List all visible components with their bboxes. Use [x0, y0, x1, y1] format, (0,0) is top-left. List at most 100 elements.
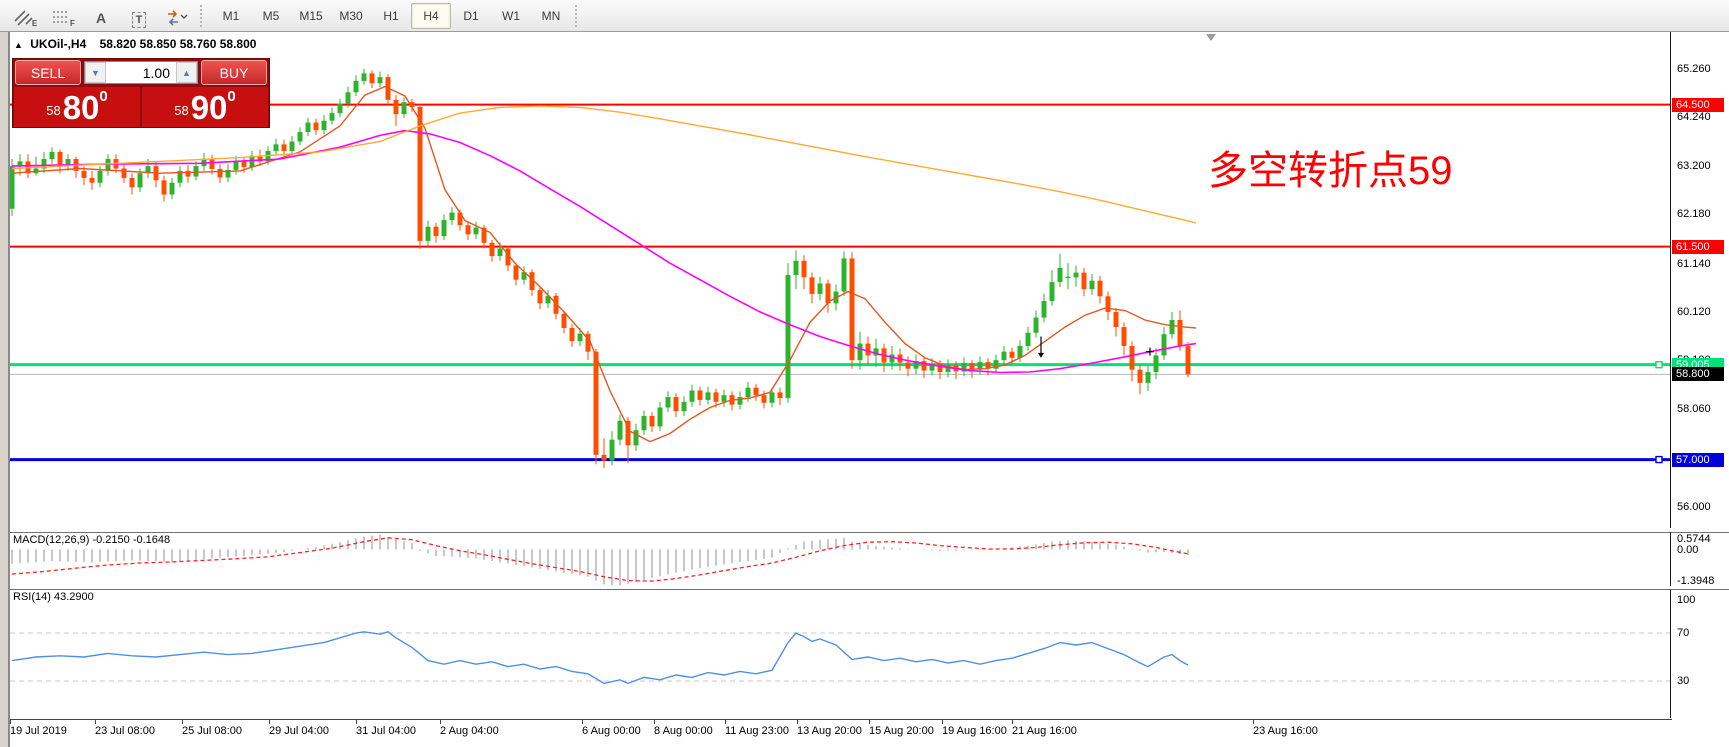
timeframe-button-D1[interactable]: D1	[463, 8, 479, 23]
candle-body	[849, 258, 855, 361]
date-axis[interactable]: 19 Jul 2019 23 Jul 08:00 25 Jul 08:00 29 Ju…	[10, 719, 1672, 744]
candle-body	[81, 170, 87, 178]
candle-body	[905, 362, 911, 369]
text-label-tool-icon[interactable]: T	[120, 3, 158, 29]
candle-body	[1169, 319, 1175, 335]
rsi-tick-30: 30	[1677, 675, 1690, 687]
candle-body	[673, 397, 679, 412]
candle-body	[865, 343, 871, 356]
candle-body	[617, 420, 623, 440]
candle-body	[129, 177, 135, 188]
chart-text-annotation[interactable]: 多空转折点59	[1208, 149, 1453, 193]
date-label: 19 Aug 16:00	[942, 725, 1007, 737]
rsi-canvas[interactable]	[10, 590, 1672, 719]
rsi-indicator-panel[interactable]: RSI(14) 43.2900	[10, 589, 1672, 719]
candle-body	[1057, 267, 1063, 283]
candle-body	[97, 170, 103, 183]
candle-body	[513, 265, 519, 280]
date-label: 21 Aug 16:00	[1012, 725, 1077, 737]
moving-average-slow	[11, 105, 1197, 224]
price-tick-61.140: 61.140	[1677, 257, 1711, 270]
channel-lines-icon	[14, 9, 33, 26]
arrows-tool-icon[interactable]	[158, 3, 196, 29]
candle-body	[705, 392, 711, 400]
candle-body	[737, 397, 743, 405]
date-tick-mark	[95, 720, 96, 724]
line-handle[interactable]	[1655, 455, 1663, 464]
candle-body	[409, 102, 415, 107]
timeframe-button-W1[interactable]: W1	[502, 8, 520, 23]
letter-t-boxed-icon: T	[131, 11, 147, 28]
main-chart-canvas[interactable]	[10, 32, 1672, 528]
trade-prices-row: 58 80 0 58 90 0	[13, 86, 269, 128]
buy-price-pip: 0	[227, 88, 236, 105]
candle-body	[297, 132, 303, 142]
candle-body	[1073, 272, 1079, 278]
candle-body	[1089, 280, 1095, 290]
macd-indicator-panel[interactable]: MACD(12,26,9) -0.2150 -0.1648	[10, 532, 1672, 587]
candle-body	[217, 168, 223, 178]
date-label: 19 Jul 2019	[10, 725, 67, 737]
line-handle[interactable]	[1655, 360, 1663, 369]
candle-body	[441, 220, 447, 237]
timeframe-button-H4[interactable]: H4	[411, 2, 451, 29]
candle-body	[1033, 317, 1039, 333]
chart-window: ▲ UKOil-,H4 58.820 58.850 58.760 58.800 …	[8, 32, 1729, 747]
equidistant-channel-icon[interactable]: E	[6, 3, 44, 29]
letter-a-icon: A	[95, 9, 107, 26]
date-label: 23 Aug 16:00	[1253, 725, 1318, 737]
candle-body	[41, 159, 47, 169]
candle-body	[361, 73, 367, 81]
volume-decrease-button[interactable]: ▼	[85, 62, 106, 83]
chart-shift-marker-icon[interactable]	[1206, 34, 1216, 41]
candle-body	[505, 248, 511, 266]
timeframe-button-M1[interactable]: M1	[222, 8, 240, 23]
candle-body	[609, 439, 615, 461]
candle-body	[433, 226, 439, 237]
moving-average-fast	[11, 85, 1197, 443]
candle-body	[913, 361, 919, 369]
candle-body	[1081, 272, 1087, 290]
buy-price-display[interactable]: 58 90 0	[142, 87, 268, 127]
sell-price-display[interactable]: 58 80 0	[14, 87, 140, 127]
candle-body	[257, 155, 263, 162]
candle-body	[449, 212, 455, 221]
fibo-lines-icon	[53, 10, 70, 23]
candle-body	[65, 159, 71, 167]
cross-marker[interactable]	[1146, 347, 1154, 356]
buy-price-main: 90	[190, 89, 228, 126]
price-tick-58.060: 58.060	[1677, 403, 1711, 416]
timeframe-button-M30[interactable]: M30	[339, 8, 363, 23]
candle-body	[713, 392, 719, 402]
candle-body	[321, 120, 327, 131]
timeframe-button-M15[interactable]: M15	[299, 8, 323, 23]
candle-body	[105, 159, 111, 171]
macd-label: MACD(12,26,9) -0.2150 -0.1648	[13, 534, 171, 546]
sell-button[interactable]: SELL	[15, 60, 81, 85]
candle-body	[769, 392, 775, 403]
date-label: 23 Jul 08:00	[95, 725, 155, 737]
timeframe-button-MN[interactable]: MN	[541, 8, 561, 23]
candle-body	[185, 170, 191, 177]
volume-increase-button[interactable]: ▲	[176, 62, 197, 83]
price-badge-58.800: 58.800	[1672, 367, 1724, 382]
price-tick-56.000: 56.000	[1677, 500, 1711, 513]
candle-body	[649, 416, 655, 427]
price-axis[interactable]: 65.26064.24063.20062.18061.14060.12059.1…	[1670, 32, 1729, 528]
candle-body	[785, 274, 791, 399]
date-label: 8 Aug 00:00	[654, 725, 713, 737]
collapse-triangle-icon[interactable]: ▲	[14, 40, 23, 50]
fibonacci-tool-icon[interactable]: F	[44, 3, 82, 29]
buy-button[interactable]: BUY	[201, 60, 267, 85]
candle-body	[753, 387, 759, 396]
macd-canvas[interactable]	[10, 533, 1672, 587]
volume-input[interactable]: 1.00	[142, 64, 170, 81]
timeframe-button-H1[interactable]: H1	[383, 8, 399, 23]
candle-body	[17, 161, 23, 167]
text-tool-icon[interactable]: A	[82, 3, 120, 29]
toolbar-separator	[200, 4, 205, 27]
candle-body	[249, 155, 255, 168]
main-chart-panel[interactable]	[10, 32, 1672, 528]
candle-body	[1121, 327, 1127, 346]
timeframe-button-M5[interactable]: M5	[262, 8, 280, 23]
